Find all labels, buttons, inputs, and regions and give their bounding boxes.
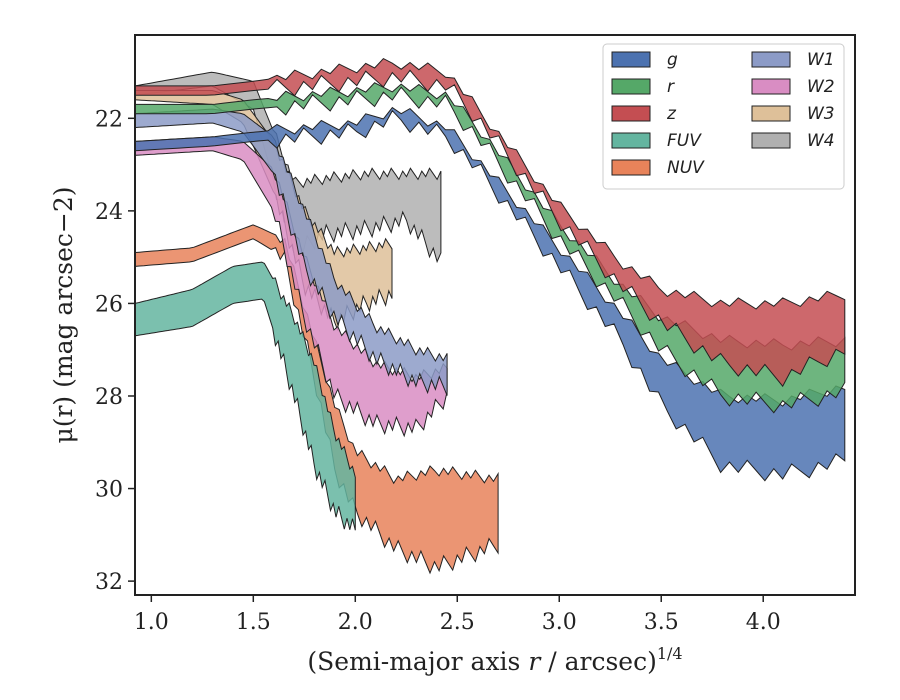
y-axis-label: μ(r) (mag arcsec−2) [49,186,78,443]
legend-swatch-g [611,51,651,68]
y-tick-label: 28 [95,385,123,410]
legend-label-r: r [667,77,675,97]
legend-swatch-W1 [751,51,791,68]
plot-frame [134,34,856,596]
band-g [134,106,846,482]
band-z [134,57,846,388]
x-tick-label: 2.5 [440,610,475,635]
y-tick-label: 22 [95,107,123,132]
y-tick-label: 30 [95,478,123,503]
band-NUV [134,224,499,575]
y-tick-label: 26 [95,292,123,317]
legend-swatch-W2 [751,78,791,95]
legend-label-g: g [667,50,678,70]
legend-swatch-z [611,105,651,122]
x-axis-label: (Semi-major axis r / arcsec)1/4 [307,644,682,676]
legend-label-W4: W4 [807,131,835,151]
x-axis-label-var: r [528,647,542,676]
legend-label-W2: W2 [807,77,835,97]
band-FUV [134,261,356,531]
legend-swatch-W3 [751,105,791,122]
x-tick-label: 1.0 [134,610,169,635]
surface-brightness-bands [134,57,846,575]
legend-label-W1: W1 [807,50,835,70]
legend-swatch-W4 [751,132,791,149]
y-axis: 22 24 26 28 30 32 [95,107,135,595]
legend-swatch-NUV [611,159,651,176]
legend-swatch-FUV [611,132,651,149]
x-tick-label: 3.5 [644,610,679,635]
legend-label-z: z [666,104,677,124]
x-axis-label-exponent: 1/4 [657,644,683,663]
band-W1 [134,108,448,396]
legend-label-FUV: FUV [667,131,702,151]
x-axis-label-text: (Semi-major axis r / arcsec) [307,647,656,676]
legend-label-NUV: NUV [667,158,705,178]
y-tick-label: 24 [95,200,123,225]
legend-swatch-r [611,78,651,95]
x-tick-label: 3.0 [542,610,577,635]
x-tick-label: 1.5 [236,610,271,635]
x-tick-label: 2.0 [338,610,373,635]
x-axis: 1.0 1.5 2.0 2.5 3.0 3.5 4.0 [134,595,781,635]
legend: grz FUV NUV W1 W2 W3 W4 [602,43,845,190]
legend-label-W3: W3 [807,104,835,124]
y-tick-label: 32 [95,570,123,595]
x-tick-label: 4.0 [746,610,781,635]
